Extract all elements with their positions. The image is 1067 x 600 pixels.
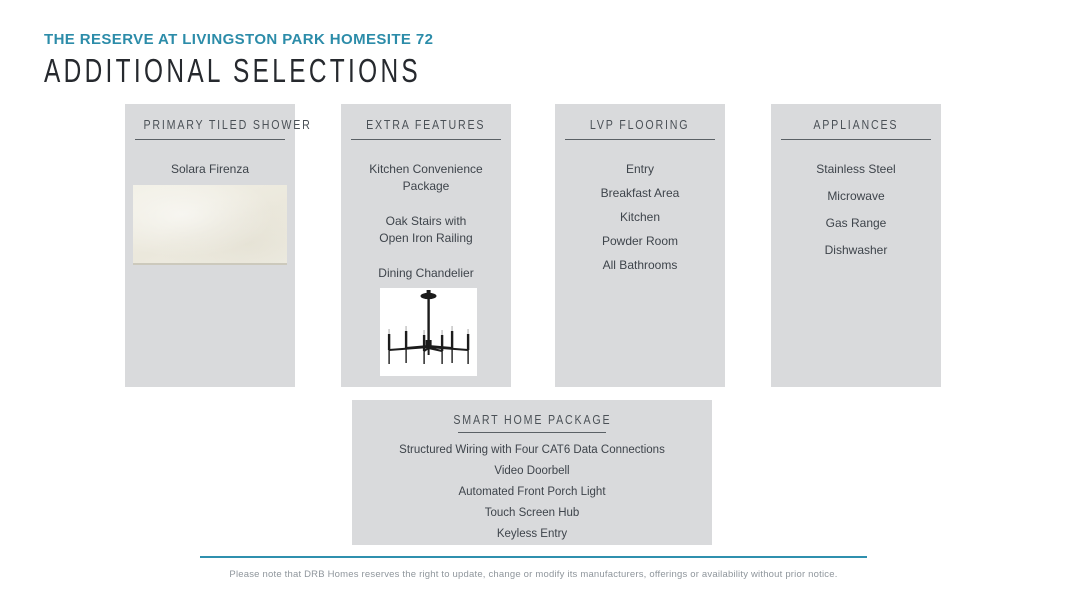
disclaimer-note: Please note that DRB Homes reserves the …	[229, 569, 838, 580]
card-title: EXTRA FEATURES	[366, 117, 486, 132]
selection-item: All Bathrooms	[602, 258, 678, 272]
selection-item: Dishwasher	[824, 243, 888, 257]
chandelier-drawing	[387, 290, 470, 364]
selection-item: Keyless Entry	[496, 528, 568, 540]
selection-item: Oak Stairs with Open Iron Railing	[379, 214, 473, 245]
community-subtitle: THE RESERVE AT LIVINGSTON PARK HOMESITE …	[44, 31, 434, 48]
selection-item: Solara Firenza	[170, 162, 250, 176]
card-title: LVP FLOORING	[590, 117, 690, 132]
tile-sample-image	[133, 185, 287, 265]
selection-item: Touch Screen Hub	[484, 507, 580, 519]
selection-item: Powder Room	[601, 234, 679, 248]
card-smart-home-package: SMART HOME PACKAGE Structured Wiring wit…	[352, 400, 712, 545]
selection-item: Kitchen	[619, 210, 661, 224]
selection-item: Video Doorbell	[494, 465, 570, 477]
selection-item: Microwave	[827, 189, 885, 203]
selection-item: Gas Range	[825, 216, 887, 230]
card-title: PRIMARY TILED SHOWER	[143, 117, 312, 132]
card-title: APPLIANCES	[813, 117, 899, 132]
selection-item: Entry	[625, 162, 654, 176]
title-underline	[351, 139, 501, 140]
selection-item: Breakfast Area	[600, 186, 680, 200]
footer-divider-line	[200, 556, 867, 558]
selection-item: Structured Wiring with Four CAT6 Data Co…	[399, 444, 665, 456]
card-title: SMART HOME PACKAGE	[452, 412, 612, 427]
title-underline	[781, 139, 931, 140]
selection-item: Stainless Steel	[816, 162, 896, 176]
card-appliances: APPLIANCES Stainless Steel Microwave Gas…	[771, 104, 941, 387]
selection-item: Automated Front Porch Light	[458, 486, 606, 498]
selection-item: Dining Chandelier	[378, 266, 474, 280]
title-underline	[565, 139, 715, 140]
title-underline	[135, 139, 285, 140]
selection-item: Kitchen Convenience Package	[369, 162, 483, 193]
chandelier-image	[380, 288, 477, 376]
card-lvp-flooring: LVP FLOORING Entry Breakfast Area Kitche…	[555, 104, 725, 387]
page-title: ADDITIONAL SELECTIONS	[44, 52, 422, 89]
title-underline	[458, 432, 606, 433]
card-primary-tiled-shower: PRIMARY TILED SHOWER Solara Firenza	[125, 104, 312, 387]
card-extra-features: EXTRA FEATURES Kitchen Convenience Packa…	[341, 104, 511, 387]
